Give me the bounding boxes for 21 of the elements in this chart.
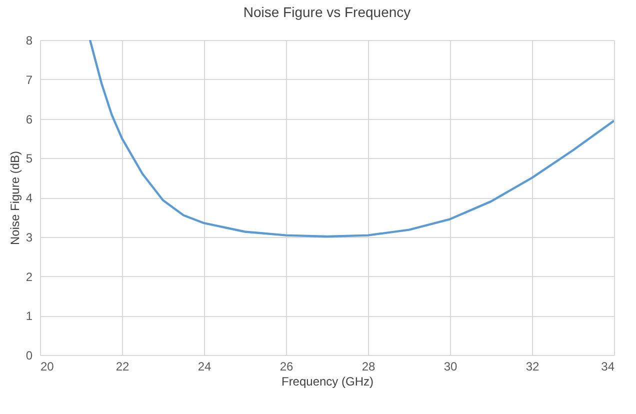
y-tick-label: 1 (26, 309, 33, 324)
x-tick-label: 24 (198, 360, 212, 374)
y-tick-label: 8 (26, 34, 33, 48)
x-tick-label: 22 (116, 360, 130, 374)
y-tick-label: 6 (26, 112, 33, 126)
y-tick-label: 4 (26, 191, 33, 205)
x-tick-label: 20 (40, 360, 54, 374)
x-tick-label: 34 (601, 360, 615, 374)
y-tick-label: 2 (26, 270, 33, 284)
x-tick-label: 32 (526, 360, 540, 374)
chart-title: Noise Figure vs Frequency (243, 4, 411, 20)
x-tick-label: 30 (444, 360, 458, 374)
x-tick-label: 28 (362, 360, 376, 374)
y-axis-title: Noise Figure (dB) (8, 150, 22, 246)
x-axis-title: Frequency (GHz) (281, 374, 374, 388)
y-tick-label: 7 (26, 72, 33, 87)
line-series (88, 40, 614, 238)
y-tick-label: 5 (26, 152, 33, 166)
y-tick-label: 3 (26, 230, 33, 244)
y-tick-label: 0 (26, 348, 33, 362)
x-tick-label: 26 (280, 360, 294, 374)
